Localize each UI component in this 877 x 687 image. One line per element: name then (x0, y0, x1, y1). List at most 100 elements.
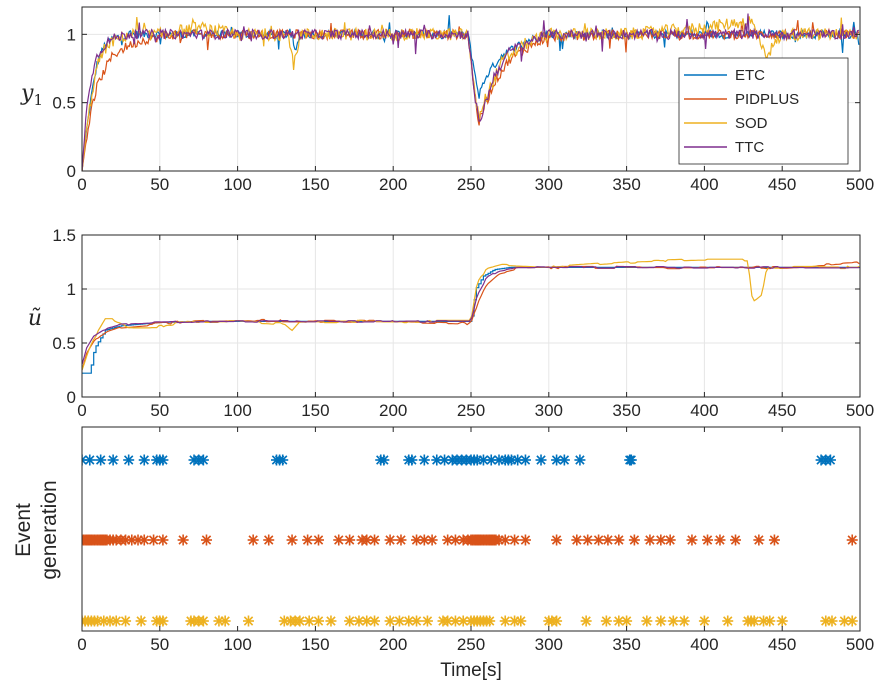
event-marker-sod (580, 615, 592, 627)
event-marker-sod (411, 615, 423, 627)
event-marker-sod (678, 615, 690, 627)
event-marker-pidplus (593, 534, 605, 546)
event-marker-pidplus (286, 534, 298, 546)
event-markers (82, 454, 858, 627)
event-marker-pidplus (263, 534, 275, 546)
x-tick-label: 0 (77, 635, 86, 654)
x-tick-label: 250 (457, 635, 485, 654)
legend: ETC PIDPLUS SOD TTC (678, 57, 849, 165)
x-tick-label: 0 (77, 401, 86, 420)
y-tick-label: 0.5 (52, 334, 76, 353)
event-marker-etc (123, 454, 135, 466)
event-marker-sod (748, 615, 760, 627)
event-marker-pidplus (582, 534, 594, 546)
event-marker-etc (84, 454, 96, 466)
event-marker-pidplus (418, 534, 430, 546)
event-marker-etc (107, 454, 119, 466)
event-marker-pidplus (313, 534, 325, 546)
event-marker-sod (551, 615, 563, 627)
y-tick-label: 0 (67, 388, 76, 407)
event-marker-sod (846, 615, 858, 627)
event-marker-etc (439, 454, 451, 466)
events-label-2: generation (38, 480, 61, 579)
x-tick-label: 50 (150, 635, 169, 654)
x-tick-label: 500 (846, 635, 874, 654)
event-marker-sod (197, 615, 209, 627)
event-marker-pidplus (602, 534, 614, 546)
event-marker-sod (600, 615, 612, 627)
event-marker-etc (418, 454, 430, 466)
x-tick-label: 50 (150, 401, 169, 420)
event-marker-sod (449, 615, 461, 627)
event-marker-pidplus (333, 534, 345, 546)
event-marker-pidplus (509, 534, 521, 546)
event-marker-etc (277, 454, 289, 466)
legend-label-sod: SOD (735, 115, 768, 132)
event-marker-pidplus (426, 534, 438, 546)
event-marker-pidplus (571, 534, 583, 546)
x-tick-label: 0 (77, 175, 86, 194)
event-marker-sod (303, 615, 315, 627)
x-tick-label: 350 (612, 175, 640, 194)
event-marker-sod (421, 615, 433, 627)
ticks-u: 0 50 100 150 200 250 300 350 400 450 500 0 0.5 1 1.5 (52, 226, 874, 420)
event-marker-pidplus (702, 534, 714, 546)
y-tick-label: 1 (67, 25, 76, 44)
x-tick-label: 300 (535, 175, 563, 194)
events-label: Event (12, 503, 35, 557)
event-marker-sod (698, 615, 710, 627)
legend-label-ttc: TTC (735, 139, 764, 156)
event-marker-pidplus (344, 534, 356, 546)
x-tick-label: 300 (535, 635, 563, 654)
x-tick-label: 500 (846, 175, 874, 194)
event-marker-pidplus (613, 534, 625, 546)
x-tick-label: 450 (768, 175, 796, 194)
series-lines-y1 (82, 13, 860, 171)
x-tick-label: 350 (612, 635, 640, 654)
y1-label: y1 (20, 81, 43, 109)
x-tick-label: 200 (379, 635, 407, 654)
x-tick-label: 450 (768, 635, 796, 654)
x-tick-label: 200 (379, 175, 407, 194)
event-marker-pidplus (628, 534, 640, 546)
event-marker-sod (621, 615, 633, 627)
x-tick-label: 100 (223, 635, 251, 654)
event-marker-etc (431, 454, 443, 466)
event-marker-etc (138, 454, 150, 466)
event-marker-pidplus (369, 534, 381, 546)
event-marker-pidplus (499, 534, 511, 546)
event-marker-pidplus (768, 534, 780, 546)
event-marker-sod (393, 615, 405, 627)
event-marker-pidplus (200, 534, 212, 546)
event-marker-pidplus (177, 534, 189, 546)
x-tick-label: 100 (223, 175, 251, 194)
event-marker-sod (110, 615, 122, 627)
legend-label-pidplus: PIDPLUS (735, 91, 799, 108)
event-marker-pidplus (753, 534, 765, 546)
x-axis-label: Time[s] (440, 660, 502, 681)
x-tick-label: 400 (690, 175, 718, 194)
event-marker-etc (519, 454, 531, 466)
panel-u: 0 50 100 150 200 250 300 350 400 450 500 0 0.5 1 1.5 ũ (28, 226, 874, 420)
event-marker-etc (157, 454, 169, 466)
x-tick-label: 200 (379, 401, 407, 420)
event-marker-sod (457, 615, 469, 627)
event-marker-pidplus (730, 534, 742, 546)
x-tick-label: 150 (301, 635, 329, 654)
event-marker-sod (384, 615, 396, 627)
event-marker-sod (313, 615, 325, 627)
x-tick-label: 100 (223, 401, 251, 420)
event-marker-sod (294, 615, 306, 627)
x-tick-label: 150 (301, 401, 329, 420)
u-label: ũ (28, 306, 42, 331)
series-line-ttc (82, 13, 860, 171)
event-marker-sod (344, 615, 356, 627)
event-marker-etc (551, 454, 563, 466)
series-lines-u (82, 258, 860, 374)
event-marker-sod (776, 615, 788, 627)
event-marker-etc (95, 454, 107, 466)
y-tick-label: 0.5 (52, 94, 76, 113)
event-marker-etc (406, 454, 418, 466)
event-marker-pidplus (247, 534, 259, 546)
